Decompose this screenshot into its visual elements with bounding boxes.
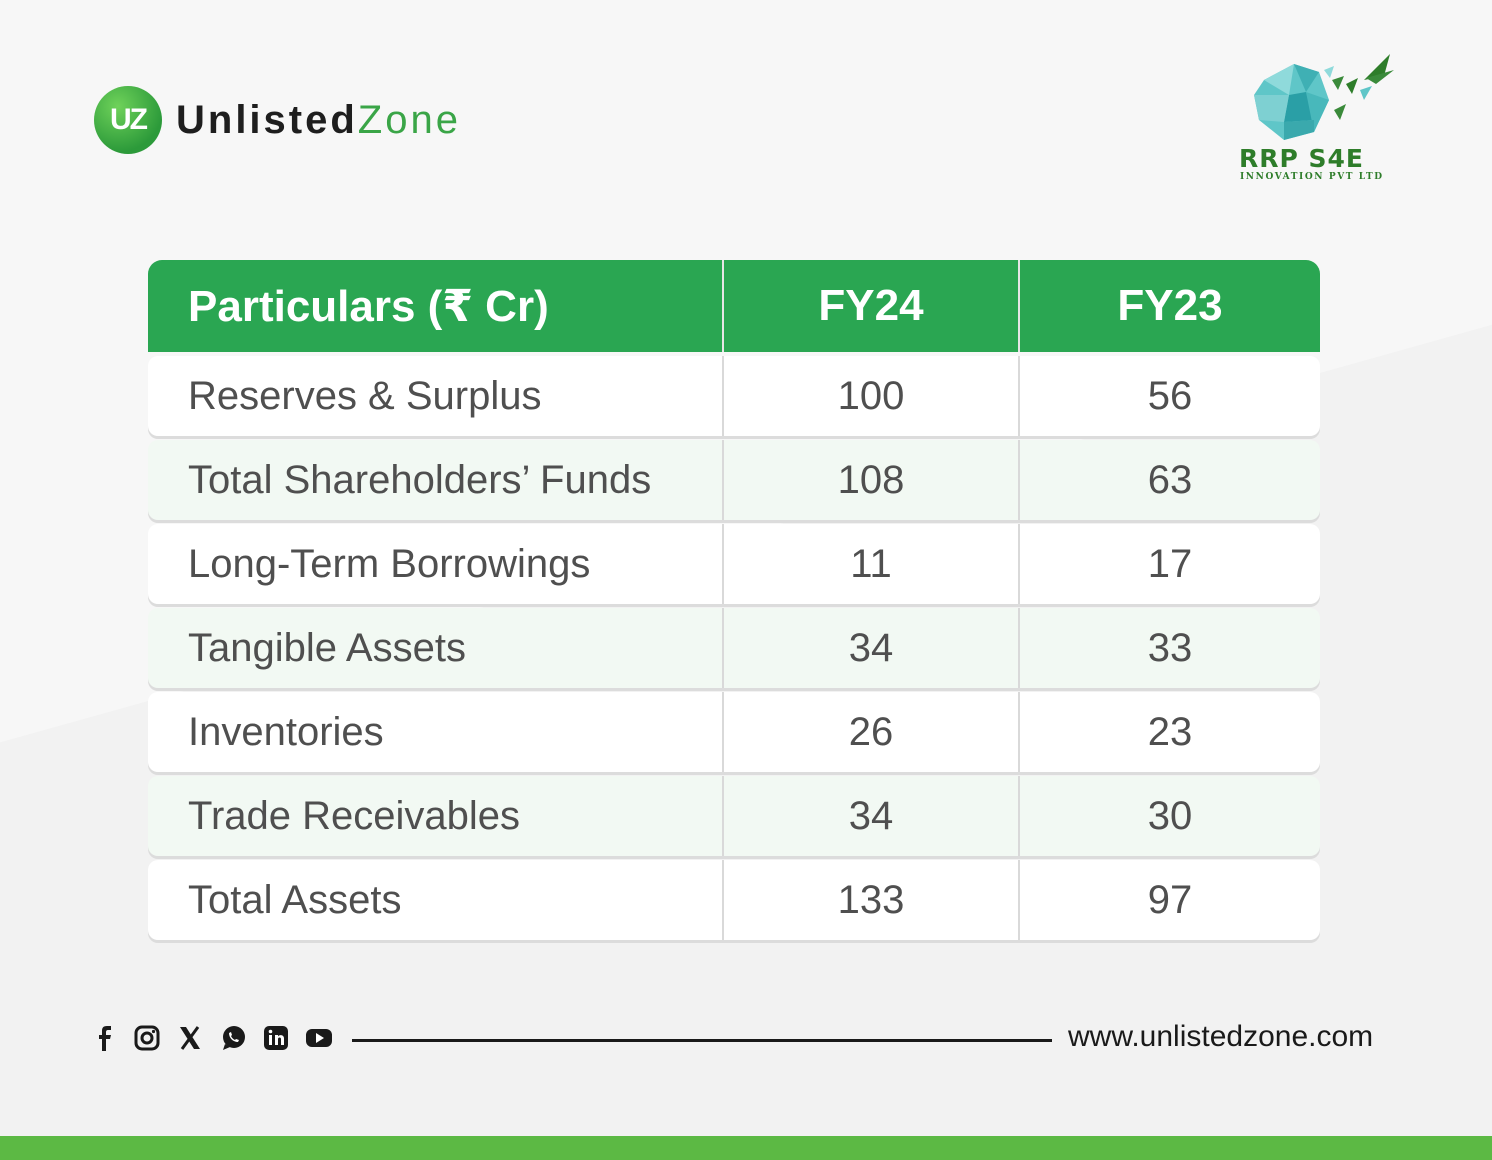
table-header: Particulars (₹ Cr) FY24 FY23 bbox=[148, 260, 1320, 352]
row-fy23: 17 bbox=[1018, 524, 1320, 604]
table-row: Total Shareholders’ Funds 108 63 bbox=[148, 440, 1320, 520]
financial-table: Particulars (₹ Cr) FY24 FY23 Reserves & … bbox=[148, 260, 1320, 940]
row-label: Tangible Assets bbox=[188, 625, 466, 670]
row-fy24: 11 bbox=[722, 524, 1018, 604]
table-row: Trade Receivables 34 30 bbox=[148, 776, 1320, 856]
row-fy24: 133 bbox=[722, 860, 1018, 940]
row-fy24: 108 bbox=[722, 440, 1018, 520]
table-row: Inventories 26 23 bbox=[148, 692, 1320, 772]
table-row: Total Assets 133 97 bbox=[148, 860, 1320, 940]
unlistedzone-logo: UZ UnlistedZone bbox=[94, 86, 461, 154]
x-icon[interactable] bbox=[176, 1024, 204, 1052]
row-label: Total Shareholders’ Funds bbox=[188, 457, 652, 502]
row-label: Trade Receivables bbox=[188, 793, 521, 838]
row-fy23: 63 bbox=[1018, 440, 1320, 520]
whatsapp-icon[interactable] bbox=[219, 1024, 247, 1052]
row-label: Reserves & Surplus bbox=[188, 373, 542, 418]
partner-name: RRP S4E bbox=[1239, 144, 1365, 173]
linkedin-icon[interactable] bbox=[262, 1024, 290, 1052]
row-label: Inventories bbox=[188, 709, 384, 754]
footer-divider bbox=[352, 1039, 1052, 1042]
youtube-icon[interactable] bbox=[305, 1024, 333, 1052]
row-fy23: 30 bbox=[1018, 776, 1320, 856]
row-fy23: 33 bbox=[1018, 608, 1320, 688]
brand-wordmark: UnlistedZone bbox=[176, 98, 461, 143]
table-row: Tangible Assets 34 33 bbox=[148, 608, 1320, 688]
table-row: Reserves & Surplus 100 56 bbox=[148, 356, 1320, 436]
header-particulars: Particulars (₹ Cr) bbox=[188, 281, 549, 331]
header-fy23: FY23 bbox=[1018, 260, 1320, 352]
row-label: Total Assets bbox=[188, 877, 402, 922]
uz-badge-icon: UZ bbox=[94, 86, 162, 154]
table-row: Long-Term Borrowings 11 17 bbox=[148, 524, 1320, 604]
row-fy23: 23 bbox=[1018, 692, 1320, 772]
row-label: Long-Term Borrowings bbox=[188, 541, 591, 586]
row-fy24: 34 bbox=[722, 608, 1018, 688]
row-fy24: 34 bbox=[722, 776, 1018, 856]
social-links bbox=[90, 1024, 348, 1052]
facebook-icon[interactable] bbox=[90, 1024, 118, 1052]
row-fy24: 26 bbox=[722, 692, 1018, 772]
header-fy24: FY24 bbox=[722, 260, 1018, 352]
website-link[interactable]: www.unlistedzone.com bbox=[1068, 1020, 1374, 1053]
instagram-icon[interactable] bbox=[133, 1024, 161, 1052]
brand-name-part2: Zone bbox=[357, 97, 461, 142]
row-fy23: 56 bbox=[1018, 356, 1320, 436]
bottom-accent-bar bbox=[0, 1136, 1492, 1160]
row-fy23: 97 bbox=[1018, 860, 1320, 940]
row-fy24: 100 bbox=[722, 356, 1018, 436]
rrp-s4e-globe-icon bbox=[1254, 54, 1394, 140]
partner-subtitle: INNOVATION PVT LTD bbox=[1240, 172, 1384, 182]
brand-name-part1: Unlisted bbox=[176, 97, 358, 142]
